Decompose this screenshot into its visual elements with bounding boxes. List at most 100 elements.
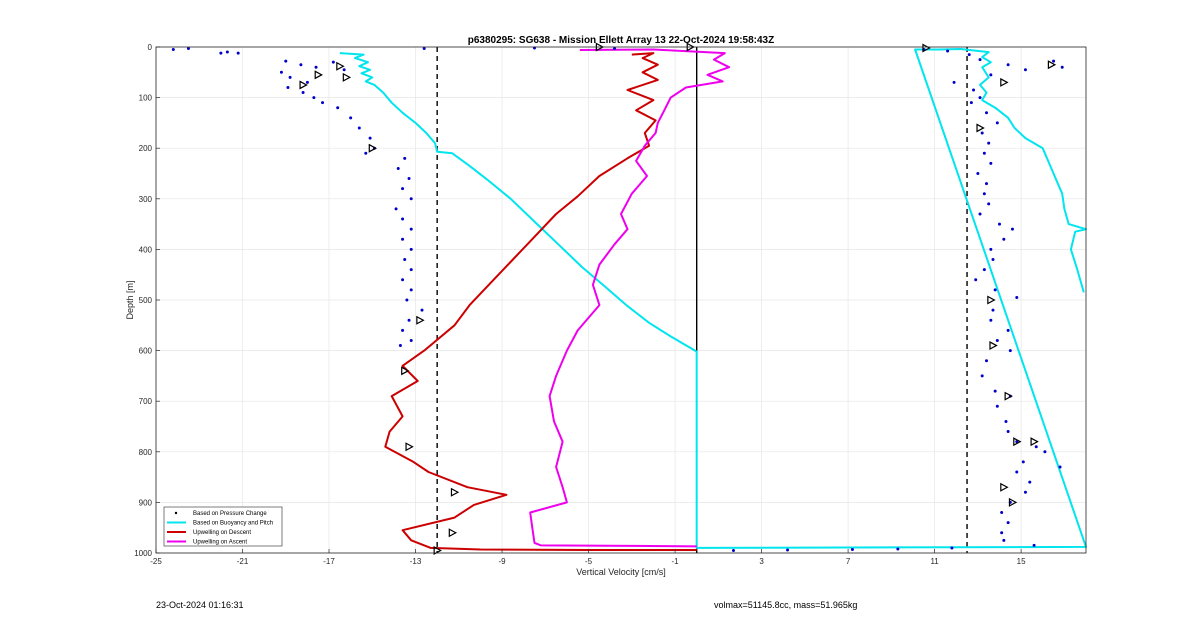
data-point (987, 202, 991, 206)
turn-marker (448, 528, 458, 538)
data-point (321, 101, 325, 105)
legend: Based on Pressure Change Based on Buoyanc… (163, 506, 283, 547)
x-tick-label: 15 (1017, 557, 1026, 566)
data-point (403, 258, 407, 262)
data-point (982, 268, 986, 272)
series-layer (171, 42, 1087, 555)
data-point (186, 47, 190, 51)
turn-marker (1047, 60, 1057, 70)
data-point (336, 106, 340, 110)
x-tick-label: -25 (150, 557, 162, 566)
turn-marker (450, 487, 460, 497)
y-tick-label: 200 (139, 144, 153, 153)
data-point (997, 222, 1001, 226)
data-point (401, 187, 405, 191)
data-point (1002, 237, 1006, 241)
data-point (991, 308, 995, 312)
x-tick-label: -21 (237, 557, 249, 566)
data-point (993, 389, 997, 393)
data-point (1015, 440, 1019, 444)
turn-marker (405, 442, 414, 452)
turn-marker (368, 143, 378, 153)
data-point (950, 546, 954, 550)
data-point (364, 151, 368, 155)
turn-marker (987, 295, 996, 305)
data-point (288, 75, 292, 79)
series-upwelling-on-descent (384, 52, 697, 551)
data-point (1034, 445, 1038, 449)
series-turn-markers (299, 42, 1057, 555)
data-point (312, 96, 316, 100)
data-point (1023, 490, 1027, 494)
data-point (342, 68, 346, 72)
data-point (995, 404, 999, 408)
y-tick-label: 400 (139, 245, 153, 254)
data-point (409, 227, 413, 231)
data-point (786, 548, 790, 552)
series-line (339, 48, 1087, 549)
data-point (1032, 543, 1036, 547)
data-point (1021, 460, 1025, 464)
data-point (349, 116, 353, 120)
turn-marker (976, 123, 985, 133)
data-point (394, 207, 398, 211)
x-tick-label: -5 (585, 557, 593, 566)
legend-label: Upwelling on Ascent (193, 540, 247, 546)
data-point (286, 85, 290, 89)
data-point (422, 47, 426, 51)
turn-marker (299, 80, 308, 90)
turn-marker (1000, 77, 1009, 87)
x-tick-label: -9 (498, 557, 506, 566)
data-point (407, 177, 411, 181)
data-point (987, 141, 991, 145)
data-point (301, 91, 305, 95)
data-point (985, 111, 989, 115)
data-point (403, 156, 407, 160)
data-point (896, 547, 900, 551)
data-point (946, 49, 950, 53)
data-point (995, 121, 999, 125)
data-point (850, 547, 854, 551)
data-point (978, 58, 982, 62)
data-point (284, 59, 288, 63)
data-point (420, 308, 424, 312)
x-tick-label: -1 (672, 557, 680, 566)
data-point (976, 172, 980, 175)
series-based-on-buoyancy-and-pitch (339, 48, 1087, 549)
data-point (407, 318, 411, 322)
data-point (989, 73, 993, 77)
data-point (236, 51, 240, 55)
turn-marker (314, 70, 323, 80)
y-tick-label: 900 (139, 498, 153, 507)
y-tick-label: 1000 (134, 549, 152, 558)
data-point (401, 217, 405, 221)
data-point (396, 166, 400, 170)
data-point (989, 161, 993, 165)
data-point (1000, 511, 1004, 515)
turn-marker (989, 341, 998, 351)
data-point (1060, 65, 1064, 69)
series-based-on-pressure-change (171, 46, 1064, 552)
series-line (529, 48, 731, 548)
data-point (1006, 63, 1010, 67)
data-point (989, 247, 993, 251)
y-tick-label: 800 (139, 448, 153, 457)
y-tick-label: 0 (148, 43, 153, 52)
data-point (409, 288, 413, 292)
chart-title: p6380295: SG638 - Mission Ellett Array 1… (468, 35, 774, 46)
data-point (980, 131, 984, 135)
data-point (401, 237, 405, 241)
data-point (985, 182, 989, 186)
data-point (1006, 430, 1010, 434)
data-point (401, 278, 405, 282)
data-point (368, 136, 372, 140)
data-point (305, 80, 309, 84)
turn-marker (1013, 437, 1022, 447)
data-point (995, 338, 999, 342)
data-point (993, 288, 997, 292)
x-axis: -25 -21 -17 -13 -9 -5 -1 3 7 11 15 (150, 549, 1026, 566)
y-tick-label: 700 (139, 397, 153, 406)
y-axis-label: Depth [m] (125, 280, 135, 319)
data-point (1028, 480, 1032, 484)
